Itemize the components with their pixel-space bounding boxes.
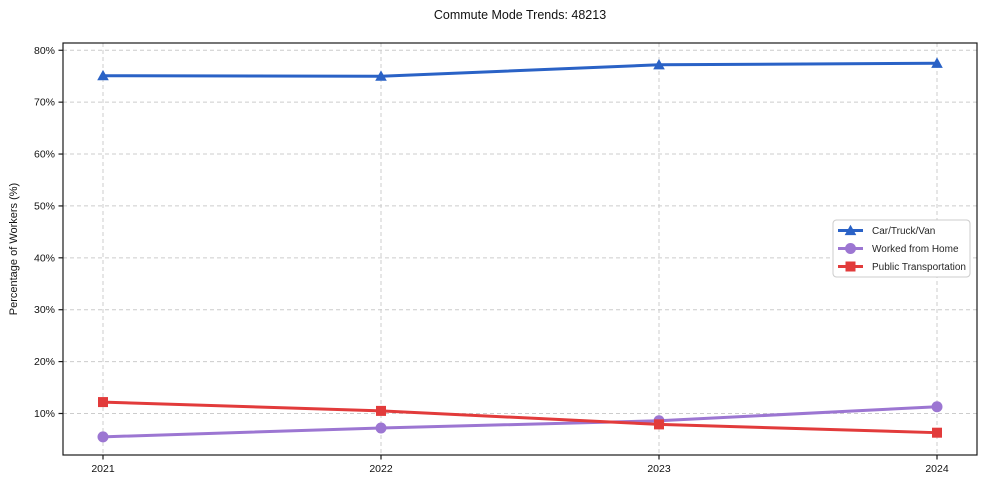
y-tick-label: 80% [34,45,55,57]
data-point-marker [654,419,664,430]
series-line [101,61,939,78]
legend-label: Public Transportation [872,262,966,273]
plot-border [62,42,978,456]
x-tick-label: 2021 [91,463,115,475]
data-point-marker [97,431,109,443]
legend-marker [844,224,857,236]
x-tick-label: 2024 [925,463,949,475]
data-point-marker [931,401,943,413]
y-tick-label: 10% [34,408,55,420]
data-point-marker [653,58,665,70]
legend-box [832,219,971,278]
legend-marker [845,243,856,254]
y-tick-label: 30% [34,304,55,316]
chart-title: Commute Mode Trends: 48213 [433,8,607,22]
data-point-marker [932,427,942,438]
series-line [101,405,939,439]
y-tick-label: 60% [34,149,55,161]
x-tick-label: 2023 [647,463,671,475]
data-point-marker [98,397,108,408]
legend-label: Car/Truck/Van [872,226,935,237]
series-line [101,400,939,435]
data-point-marker [931,57,943,68]
data-point-marker [376,405,386,416]
legend-marker [845,261,856,272]
data-point-marker [375,70,387,81]
data-point-marker [375,422,387,434]
x-tick-label: 2022 [369,463,393,475]
data-point-marker [97,69,109,81]
y-tick-label: 20% [34,356,55,368]
y-tick-label: 40% [34,252,55,264]
y-tick-label: 70% [34,97,55,109]
y-axis-label: Percentage of Workers (%) [8,182,20,316]
y-tick-label: 50% [34,200,55,212]
legend-label: Worked from Home [872,244,959,255]
